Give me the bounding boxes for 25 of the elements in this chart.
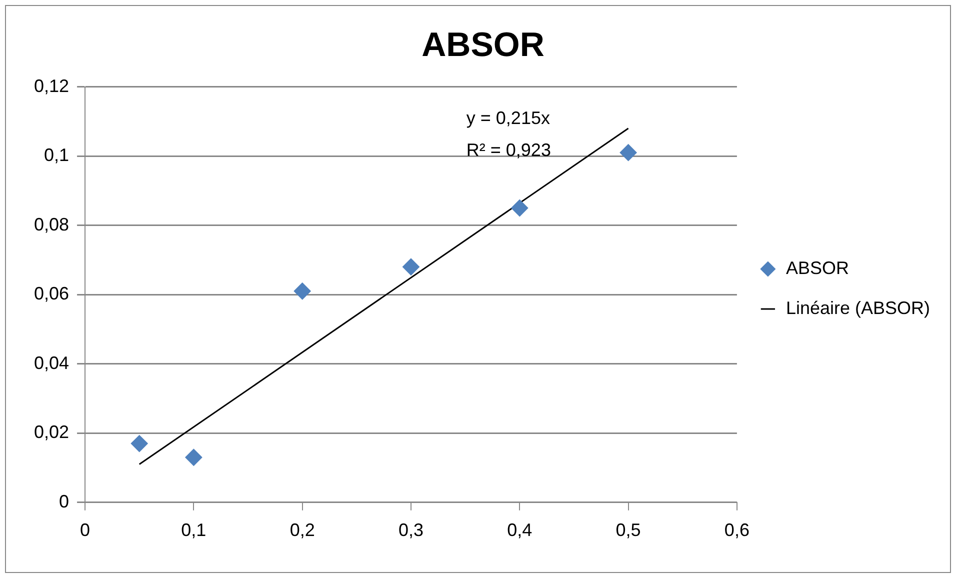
y-tick-label: 0,1 (44, 145, 70, 166)
y-tick-label: 0,02 (34, 422, 70, 442)
y-tick-label: 0,12 (34, 76, 70, 96)
x-tick-label: 0,2 (290, 520, 315, 540)
point (402, 258, 420, 276)
x-tick-label: 0,3 (398, 520, 424, 540)
legend-label: ABSOR (786, 258, 849, 278)
point (130, 435, 148, 452)
y-tick-label: 0,04 (34, 352, 70, 373)
x-tick-label: 0,1 (181, 520, 206, 540)
x-tick-label: 0,4 (507, 520, 532, 540)
y-tick-label: 0,08 (34, 214, 70, 234)
annotation: R² = 0,923 (466, 140, 551, 160)
y-tick-label: 0,06 (34, 284, 70, 304)
point (511, 200, 528, 217)
x-tick-label: 0 (80, 520, 90, 540)
chart-title: ABSOR (422, 26, 544, 64)
point (294, 282, 311, 300)
point (620, 144, 637, 162)
y-tick-label: 0 (59, 491, 70, 512)
x-tick-label: 0,5 (616, 520, 641, 540)
point (185, 448, 202, 466)
legend-label: Linéaire (ABSOR) (786, 298, 930, 318)
annotation: y = 0,215x (466, 108, 550, 128)
x-tick-label: 0,6 (724, 520, 750, 540)
